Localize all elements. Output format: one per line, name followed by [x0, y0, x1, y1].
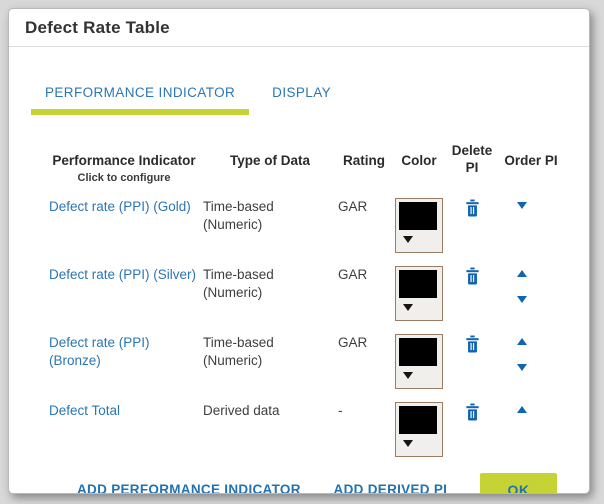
- pi-type-value: Derived data: [203, 403, 280, 418]
- trash-icon[interactable]: [464, 199, 481, 217]
- color-swatch: [399, 406, 437, 434]
- order-controls: [497, 198, 547, 209]
- color-picker[interactable]: [395, 198, 443, 253]
- tab-performance-indicator[interactable]: PERFORMANCE INDICATOR: [31, 85, 250, 115]
- table-row: Defect rate (PPI) (Gold) Time-based (Num…: [45, 185, 565, 253]
- trash-icon[interactable]: [464, 403, 481, 421]
- color-swatch: [399, 202, 437, 230]
- pi-rating-value: GAR: [338, 267, 368, 282]
- color-swatch: [399, 270, 437, 298]
- trash-icon[interactable]: [464, 267, 481, 285]
- performance-indicator-table: Performance Indicator Click to configure…: [45, 129, 565, 457]
- pi-rating-value: -: [338, 403, 343, 418]
- move-up-icon[interactable]: [517, 270, 527, 277]
- column-header-order-pi: Order PI: [504, 153, 558, 169]
- add-derived-pi-button[interactable]: ADD DERIVED PI: [333, 482, 448, 494]
- move-down-icon[interactable]: [517, 364, 527, 371]
- trash-icon[interactable]: [464, 335, 481, 353]
- column-header-performance-indicator: Performance Indicator Click to configure: [45, 129, 203, 185]
- dialog-footer: ADD PERFORMANCE INDICATOR ADD DERIVED PI…: [9, 473, 589, 494]
- order-controls: [497, 266, 547, 303]
- table-header-row: Performance Indicator Click to configure…: [45, 129, 565, 185]
- move-up-icon[interactable]: [517, 406, 527, 413]
- column-header-color: Color: [401, 153, 437, 169]
- pi-name-link[interactable]: Defect rate (PPI) (Silver): [49, 267, 197, 282]
- table-row: Defect Total Derived data -: [45, 389, 565, 457]
- column-header-rating: Rating: [343, 153, 385, 169]
- color-swatch: [399, 338, 437, 366]
- table-row: Defect rate (PPI) (Silver) Time-based (N…: [45, 253, 565, 321]
- pi-type-value: Time-based (Numeric): [203, 267, 274, 301]
- move-down-icon[interactable]: [517, 296, 527, 303]
- pi-name-link[interactable]: Defect rate (PPI) (Bronze): [49, 335, 150, 369]
- chevron-down-icon: [403, 236, 413, 243]
- pi-type-value: Time-based (Numeric): [203, 335, 274, 369]
- table-row: Defect rate (PPI) (Bronze) Time-based (N…: [45, 321, 565, 389]
- pi-name-link[interactable]: Defect Total: [49, 403, 121, 418]
- column-header-pi-title: Performance Indicator: [52, 153, 196, 169]
- pi-rating-value: GAR: [338, 335, 368, 350]
- color-picker[interactable]: [395, 402, 443, 457]
- defect-rate-table-dialog: Defect Rate Table PERFORMANCE INDICATOR …: [8, 8, 590, 494]
- dialog-title: Defect Rate Table: [25, 18, 170, 37]
- dialog-titlebar: Defect Rate Table: [9, 9, 589, 47]
- pi-type-value: Time-based (Numeric): [203, 199, 274, 233]
- add-performance-indicator-button[interactable]: ADD PERFORMANCE INDICATOR: [77, 482, 301, 494]
- tab-bar: PERFORMANCE INDICATOR DISPLAY: [31, 85, 589, 115]
- chevron-down-icon: [403, 304, 413, 311]
- move-down-icon[interactable]: [517, 202, 527, 209]
- chevron-down-icon: [403, 372, 413, 379]
- pi-name-link[interactable]: Defect rate (PPI) (Gold): [49, 199, 191, 214]
- color-picker[interactable]: [395, 266, 443, 321]
- column-header-pi-hint: Click to configure: [77, 171, 171, 184]
- chevron-down-icon: [403, 440, 413, 447]
- column-header-type-of-data: Type of Data: [229, 153, 310, 169]
- order-controls: [497, 334, 547, 371]
- color-picker[interactable]: [395, 334, 443, 389]
- ok-button[interactable]: OK: [479, 473, 557, 493]
- order-controls: [497, 402, 547, 413]
- pi-rating-value: GAR: [338, 199, 368, 214]
- column-header-delete-pi: Delete PI: [451, 142, 493, 176]
- tab-display[interactable]: DISPLAY: [272, 85, 331, 100]
- move-up-icon[interactable]: [517, 338, 527, 345]
